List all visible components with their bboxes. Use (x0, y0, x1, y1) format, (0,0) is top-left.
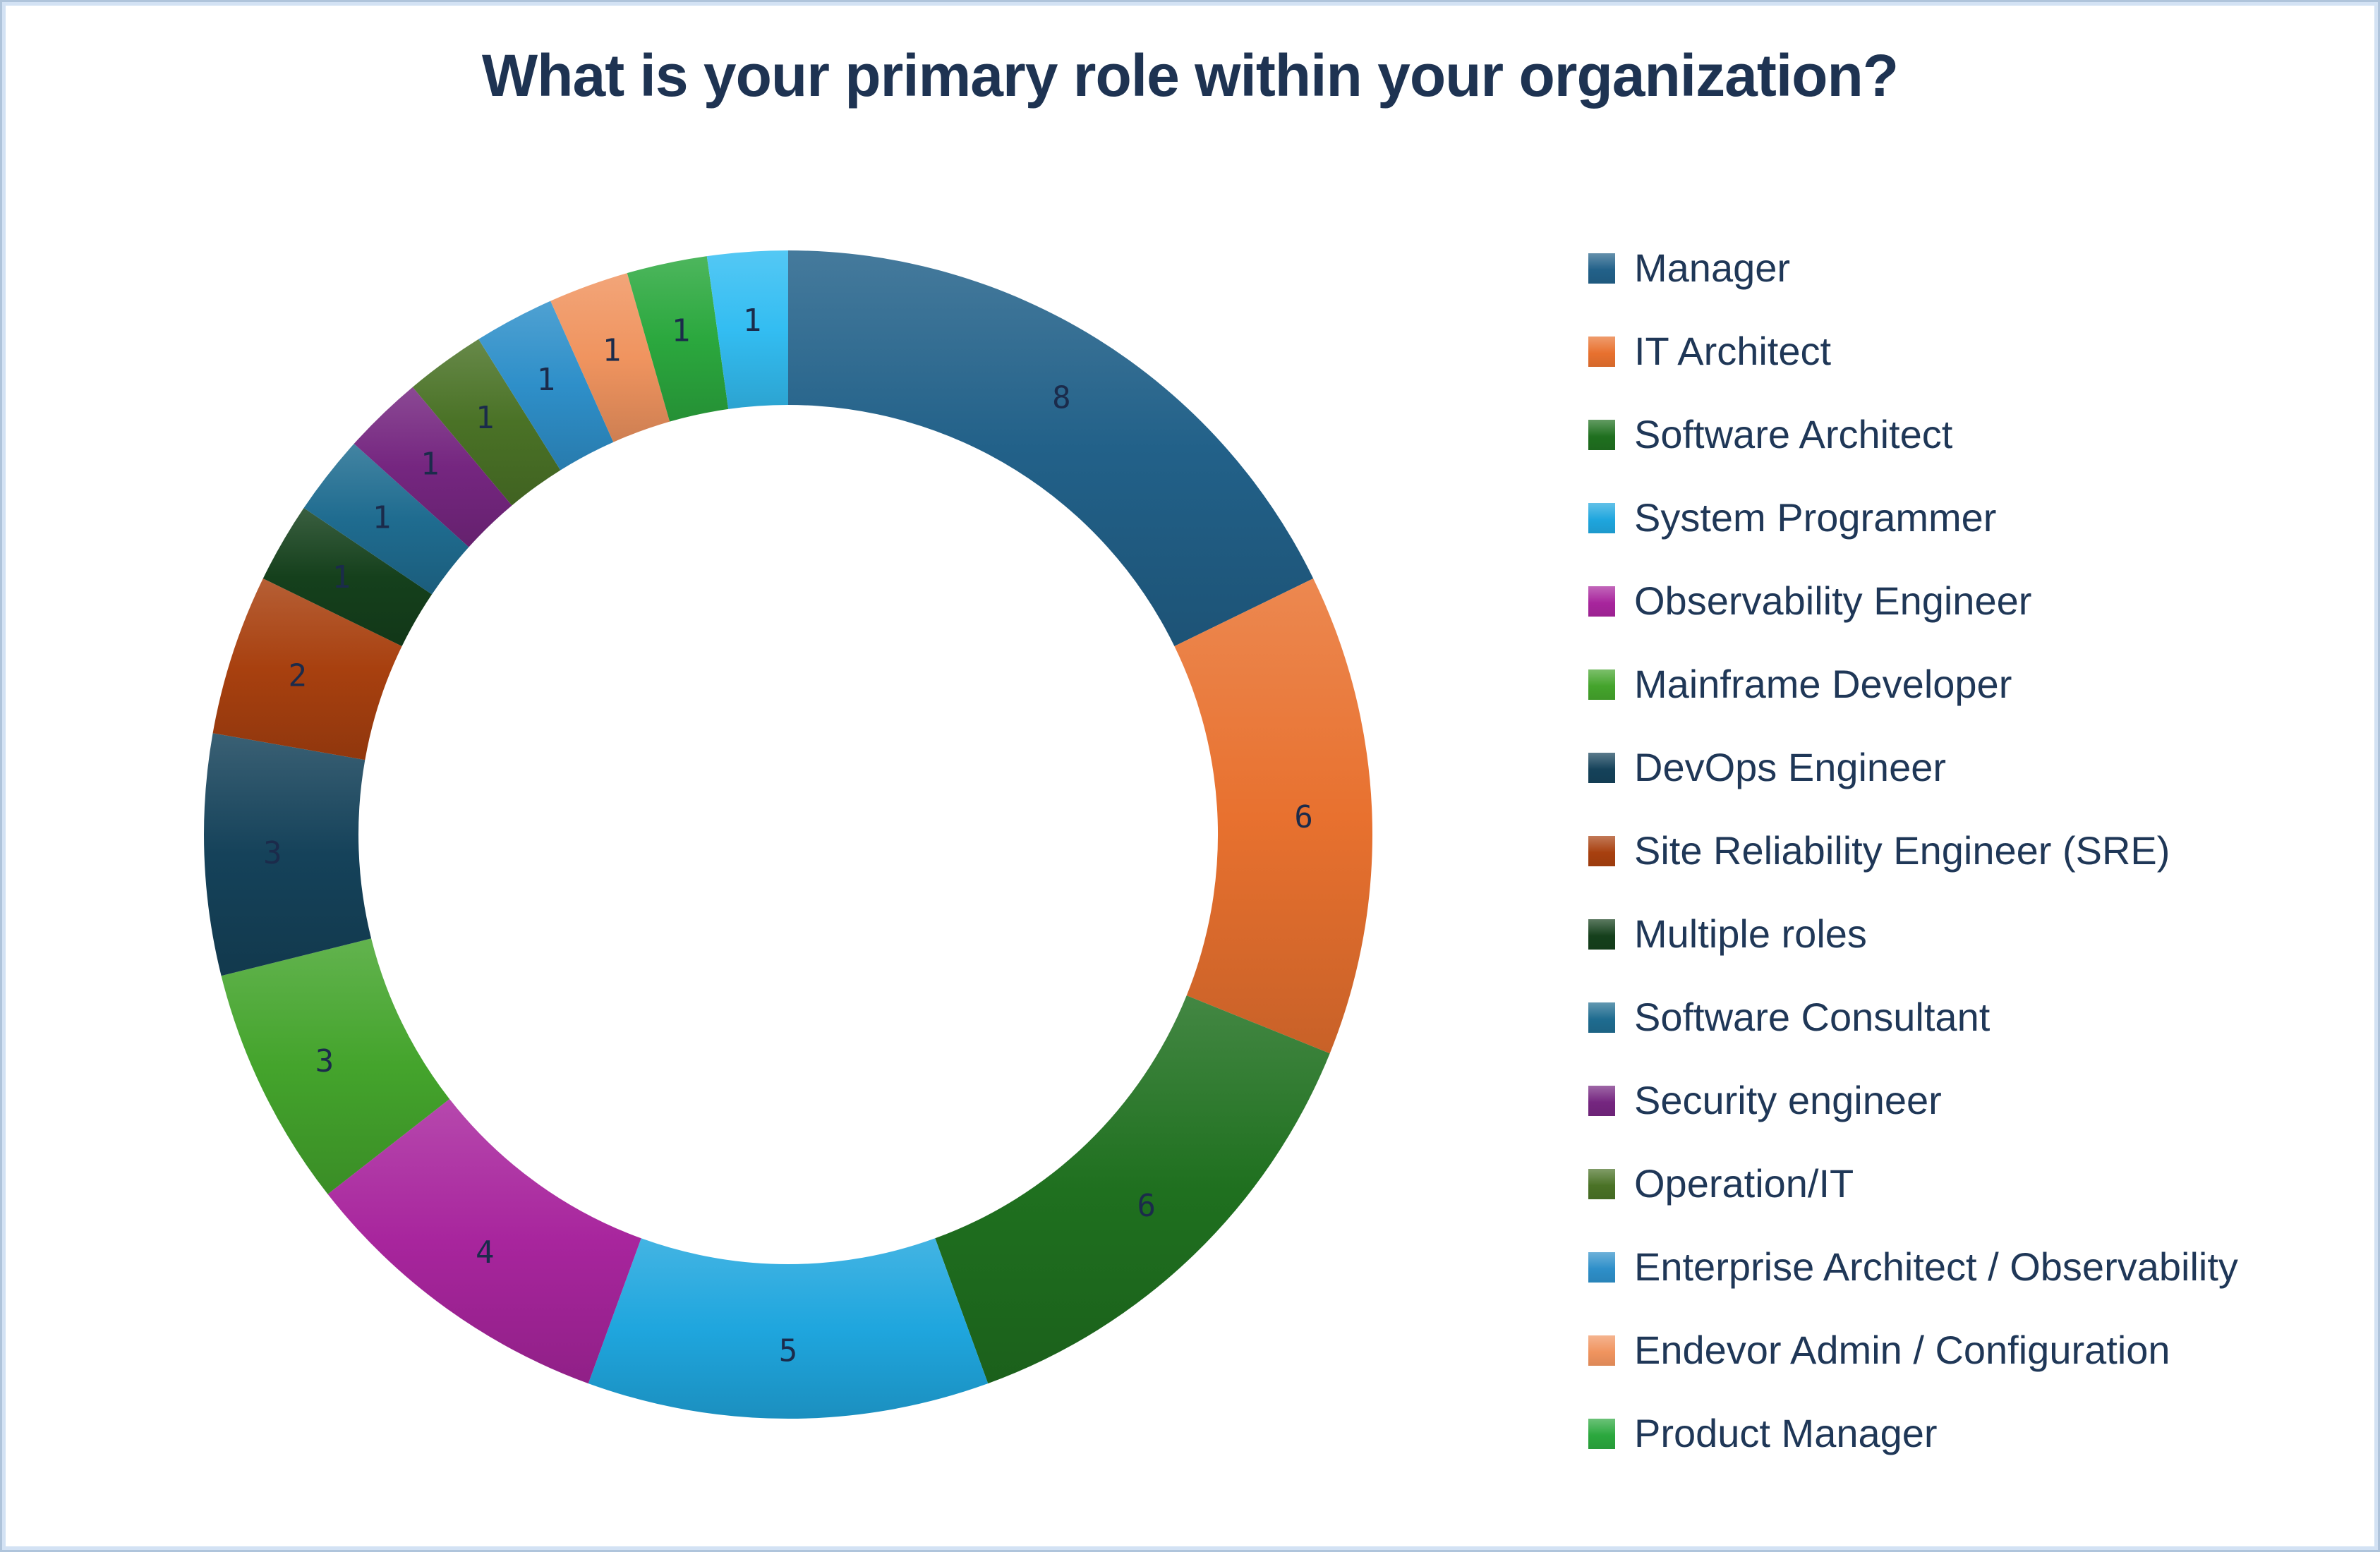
legend-item-software-consultant: Software Consultant (1588, 995, 2238, 1039)
slice-value-label: 5 (779, 1333, 798, 1369)
legend-item-product-manager: Product Manager (1588, 1412, 2238, 1455)
slice-system-programmer (588, 1238, 989, 1419)
legend-label: Endevor Admin / Configuration (1634, 1328, 2170, 1372)
slice-value-label: 1 (476, 400, 495, 436)
slice-value-label: 1 (743, 303, 762, 339)
slice-value-label: 1 (421, 447, 440, 483)
slice-mainframe-developer (221, 938, 450, 1194)
legend-item-site-reliability-engineer-sre: Site Reliability Engineer (SRE) (1588, 829, 2238, 873)
slice-it-architect (1174, 578, 1373, 1054)
slice-value-label: 1 (672, 313, 691, 348)
legend-label: Site Reliability Engineer (SRE) (1634, 828, 2170, 873)
legend-item-operation-it: Operation/IT (1588, 1162, 2238, 1206)
legend-swatch (1588, 1418, 1615, 1449)
legend-item-multiple-roles: Multiple roles (1588, 912, 2238, 956)
legend-swatch (1588, 253, 1615, 284)
legend-label: DevOps Engineer (1634, 745, 1947, 789)
legend-item-endevor-admin-configuration: Endevor Admin / Configuration (1588, 1328, 2238, 1372)
legend-swatch (1588, 919, 1615, 950)
slice-enterprise-architect-observability (478, 301, 614, 471)
slice-software-consultant (303, 444, 469, 595)
legend-item-observability-engineer: Observability Engineer (1588, 579, 2238, 623)
slice-value-label: 1 (332, 559, 351, 595)
slice-value-label: 3 (263, 835, 282, 871)
slice-value-label: 2 (289, 658, 308, 694)
legend-label: Manager (1634, 245, 1791, 290)
legend-label: Software Consultant (1634, 995, 1991, 1039)
legend-item-devops-engineer: DevOps Engineer (1588, 746, 2238, 789)
slice-security-engineer (354, 387, 512, 547)
legend-label: Product Manager (1634, 1411, 1938, 1455)
legend-swatch (1588, 419, 1615, 450)
slice-devops-engineer (204, 733, 372, 976)
slice-software-architect (935, 995, 1330, 1384)
legend-item-mainframe-developer: Mainframe Developer (1588, 662, 2238, 706)
legend-label: IT Architect (1634, 329, 1832, 373)
slice-value-label: 1 (603, 333, 622, 369)
legend-label: Observability Engineer (1634, 578, 2032, 623)
legend-item-enterprise-architect-observability: Enterprise Architect / Observability (1588, 1245, 2238, 1289)
legend-item-it-architect: IT Architect (1588, 329, 2238, 373)
slice-value-label: 6 (1294, 799, 1313, 835)
legend-swatch (1588, 1002, 1615, 1033)
slice-value-label: 3 (315, 1043, 334, 1079)
slice-value-label: 4 (476, 1235, 495, 1271)
legend-label: Security engineer (1634, 1078, 1942, 1122)
legend-swatch (1588, 835, 1615, 866)
slice-site-reliability-engineer-sre (212, 578, 402, 760)
legend-label: Operation/IT (1634, 1161, 1854, 1206)
chart-title: What is your primary role within your or… (481, 42, 1899, 109)
slice-endevor-admin-configuration (550, 273, 670, 442)
legend-item-software-architect: Software Architect (1588, 413, 2238, 456)
legend-swatch (1588, 1085, 1615, 1116)
legend-label: Mainframe Developer (1634, 662, 2012, 706)
slice-observability-engineer (327, 1098, 641, 1384)
legend-swatch (1588, 586, 1615, 617)
slice-unlabeled (706, 250, 788, 409)
legend-swatch (1588, 1168, 1615, 1199)
legend-item-system-programmer: System Programmer (1588, 496, 2238, 540)
slice-product-manager (627, 256, 729, 422)
legend-swatch (1588, 1335, 1615, 1366)
slice-value-label: 6 (1137, 1188, 1156, 1224)
legend-swatch (1588, 752, 1615, 783)
legend-label: Software Architect (1634, 412, 1953, 456)
legend-item-security-engineer: Security engineer (1588, 1079, 2238, 1122)
slice-manager (788, 250, 1314, 646)
legend-swatch (1588, 669, 1615, 700)
legend-label: System Programmer (1634, 495, 1997, 540)
legend-swatch (1588, 336, 1615, 367)
legend-item-manager: Manager (1588, 246, 2238, 290)
legend-label: Enterprise Architect / Observability (1634, 1244, 2238, 1289)
legend-swatch (1588, 1251, 1615, 1283)
slice-multiple-roles (262, 508, 433, 646)
legend-swatch (1588, 502, 1615, 533)
slice-operation-it (412, 339, 561, 506)
slice-value-label: 1 (373, 499, 392, 535)
legend-label: Multiple roles (1634, 911, 1867, 956)
chart-legend: Manager IT Architect Software Architect Sys… (1588, 246, 2238, 1455)
slice-value-label: 1 (537, 362, 556, 398)
slice-value-label: 8 (1052, 380, 1071, 416)
